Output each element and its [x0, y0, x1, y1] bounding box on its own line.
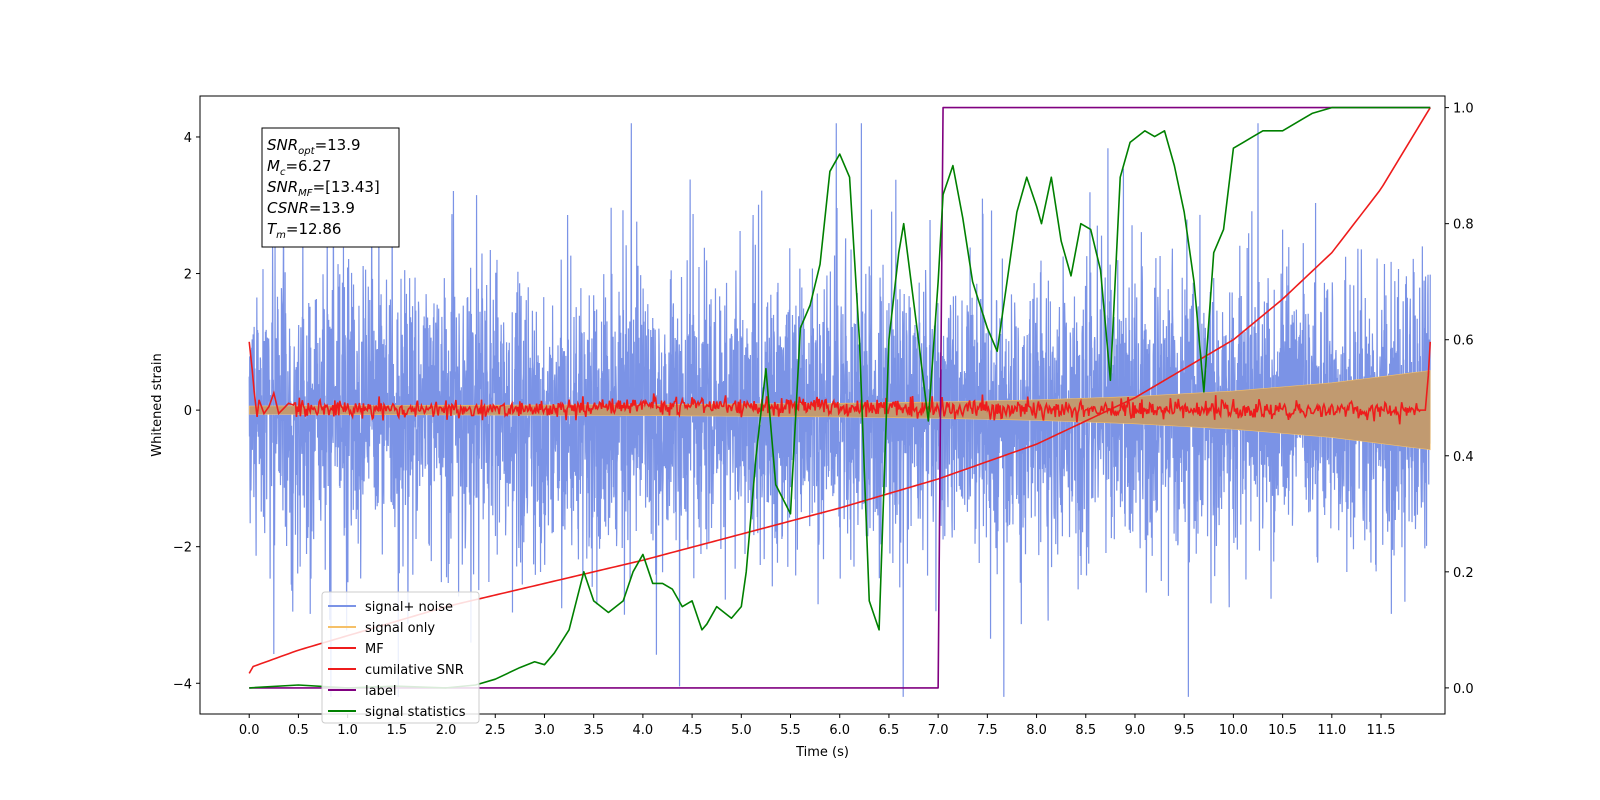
x-tick-label: 5.5 — [780, 723, 801, 738]
y2-tick-label: 0.8 — [1453, 218, 1474, 233]
info-line: CSNR=13.9 — [267, 199, 355, 217]
series-layer — [248, 106, 1432, 697]
x-tick-label: 8.5 — [1075, 723, 1096, 738]
info-line: SNRopt=13.9 — [267, 136, 361, 157]
info-line: SNRMF=[13.43] — [267, 178, 380, 199]
ticks-layer: 0.0 0.5 1.0 1.5 2.0 2.5 3.0 3.5 4.0 4.5 5.0 5.5 6.0 6… — [173, 102, 1474, 738]
legend-label: label — [365, 684, 396, 699]
series-mf — [248, 341, 1432, 425]
x-tick-label: 0.0 — [239, 723, 260, 738]
x-tick-label: 1.5 — [386, 723, 407, 738]
series-label — [249, 106, 1431, 689]
x-tick-label: 11.0 — [1317, 723, 1346, 738]
y-tick-label: 4 — [184, 131, 192, 146]
x-tick-label: 8.0 — [1026, 723, 1047, 738]
x-axis-label: Time (s) — [795, 745, 849, 760]
x-tick-label: 3.0 — [534, 723, 555, 738]
series-signal-statistics — [249, 106, 1431, 689]
y-axis-label: Whitened strain — [150, 353, 165, 456]
info-box: SNRopt=13.9Mc=6.27SNRMF=[13.43]CSNR=13.9… — [261, 127, 400, 248]
x-tick-label: 10.0 — [1219, 723, 1248, 738]
info-line: Tm=12.86 — [267, 220, 341, 241]
x-tick-label: 5.0 — [731, 723, 752, 738]
x-tick-label: 2.0 — [436, 723, 457, 738]
axes-frame — [199, 95, 1446, 715]
legend-label: signal only — [365, 621, 435, 636]
series-signal-plus-noise — [248, 123, 1431, 697]
y-tick-label: −4 — [173, 677, 192, 692]
y2-tick-label: 0.4 — [1453, 450, 1474, 465]
info-box-frame — [261, 127, 400, 248]
x-tick-label: 7.5 — [977, 723, 998, 738]
y2-tick-label: 0.2 — [1453, 566, 1474, 581]
x-tick-label: 9.5 — [1174, 723, 1195, 738]
legend-frame — [321, 591, 480, 724]
y-tick-label: 2 — [184, 268, 192, 283]
y2-tick-label: 0.6 — [1453, 334, 1474, 349]
y-tick-label: −2 — [173, 541, 192, 556]
x-tick-label: 1.0 — [337, 723, 358, 738]
x-tick-label: 0.5 — [288, 723, 309, 738]
y2-tick-label: 1.0 — [1453, 102, 1474, 117]
legend-label: MF — [365, 642, 384, 657]
legend-label: signal+ noise — [365, 600, 453, 615]
legend-label: cumilative SNR — [365, 663, 464, 678]
x-tick-label: 7.0 — [928, 723, 949, 738]
y-tick-label: 0 — [184, 404, 192, 419]
x-tick-label: 2.5 — [485, 723, 506, 738]
x-tick-label: 3.5 — [583, 723, 604, 738]
y2-tick-label: 0.0 — [1453, 682, 1474, 697]
x-tick-label: 4.5 — [682, 723, 703, 738]
info-line: Mc=6.27 — [267, 157, 331, 178]
x-tick-label: 10.5 — [1268, 723, 1297, 738]
x-tick-label: 9.0 — [1125, 723, 1146, 738]
legend: signal+ noise signal only MF cumilative SNR… — [321, 591, 480, 724]
x-tick-label: 6.0 — [829, 723, 850, 738]
x-tick-label: 6.5 — [879, 723, 900, 738]
x-tick-label: 11.5 — [1367, 723, 1396, 738]
x-tick-label: 4.0 — [633, 723, 654, 738]
legend-label: signal statistics — [365, 705, 466, 720]
